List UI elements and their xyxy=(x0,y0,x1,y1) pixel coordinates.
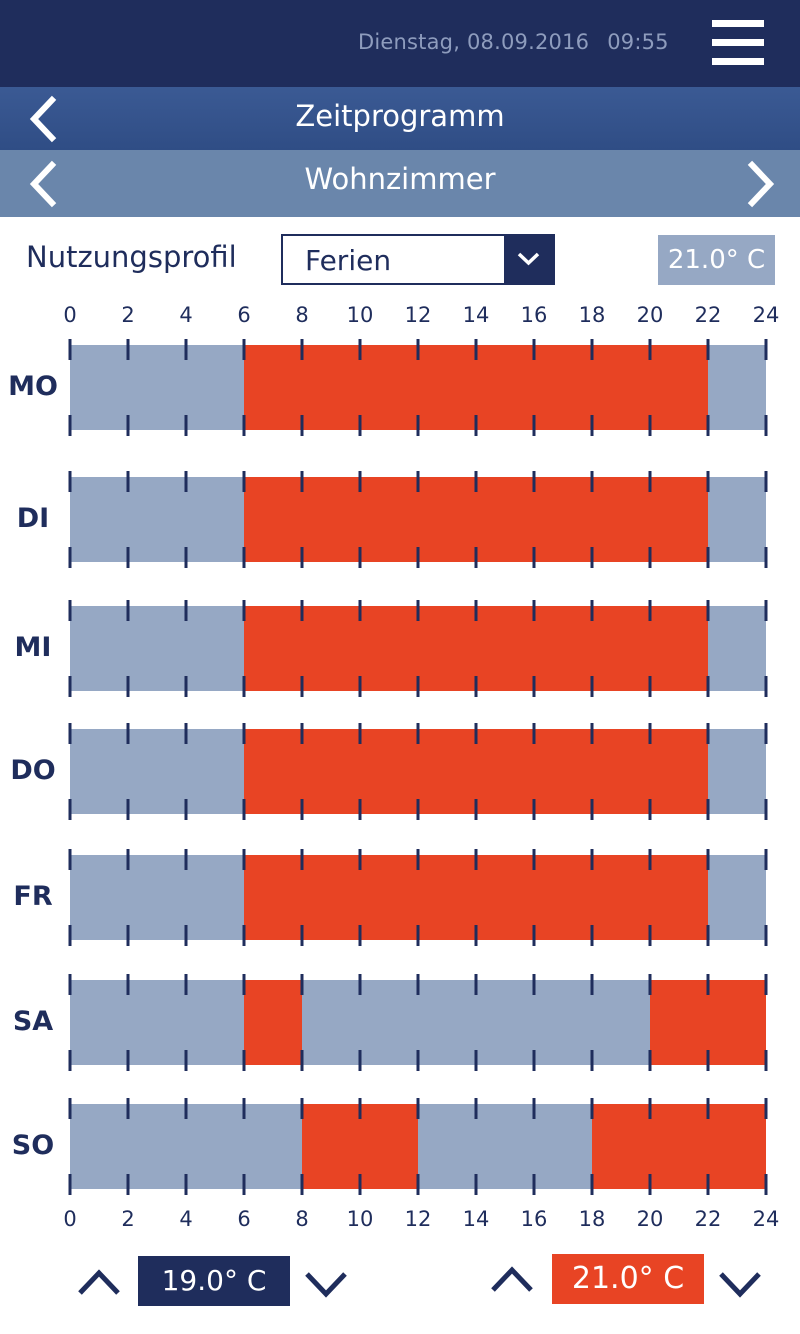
bottom-hour-label: 20 xyxy=(636,1207,664,1231)
top-hour-label: 6 xyxy=(237,303,251,327)
day-label-do: DO xyxy=(10,754,56,786)
top-hour-label: 24 xyxy=(752,303,780,327)
comfort-temp-down-chevron-down-icon[interactable] xyxy=(717,1270,763,1300)
current-temp-badge: 21.0° C xyxy=(658,235,775,285)
day-label-mi: MI xyxy=(14,631,52,663)
bottom-hour-label: 18 xyxy=(578,1207,606,1231)
title-bar: Zeitprogramm xyxy=(0,87,800,150)
top-hour-label: 18 xyxy=(578,303,606,327)
day-label-fr: FR xyxy=(13,880,53,912)
hamburger-icon[interactable] xyxy=(708,20,768,66)
bottom-hour-label: 4 xyxy=(179,1207,193,1231)
time-text: 09:55 xyxy=(607,30,669,54)
bottom-hour-label: 14 xyxy=(462,1207,490,1231)
profile-dropdown[interactable]: Ferien xyxy=(281,234,555,285)
top-hour-label: 20 xyxy=(636,303,664,327)
next-room-chevron-right-icon[interactable] xyxy=(738,159,782,209)
comfort-segment[interactable] xyxy=(592,1104,766,1189)
date-text: Dienstag, 08.09.2016 xyxy=(358,30,590,54)
bottom-hour-label: 2 xyxy=(121,1207,135,1231)
bottom-hour-label: 22 xyxy=(694,1207,722,1231)
date-time: Dienstag, 08.09.2016 09:55 xyxy=(358,30,669,54)
room-name: Wohnzimmer xyxy=(304,162,496,196)
day-label-sa: SA xyxy=(12,1005,54,1037)
page-title: Zeitprogramm xyxy=(295,99,505,133)
profile-selected: Ferien xyxy=(305,244,392,277)
eco-temp-up-chevron-up-icon[interactable] xyxy=(76,1267,122,1297)
prev-room-chevron-left-icon[interactable] xyxy=(22,159,66,209)
top-hour-label: 0 xyxy=(63,303,77,327)
day-label-so: SO xyxy=(11,1129,55,1161)
bottom-hour-label: 10 xyxy=(346,1207,374,1231)
top-hour-label: 8 xyxy=(295,303,309,327)
comfort-temp-value[interactable]: 21.0° C xyxy=(552,1254,704,1304)
top-hour-label: 16 xyxy=(520,303,548,327)
top-hour-label: 12 xyxy=(404,303,432,327)
chevron-down-icon[interactable] xyxy=(504,236,553,283)
comfort-temp-up-chevron-up-icon[interactable] xyxy=(489,1264,535,1294)
bottom-hour-label: 16 xyxy=(520,1207,548,1231)
top-hour-label: 14 xyxy=(462,303,490,327)
day-label-di: DI xyxy=(16,502,50,534)
back-chevron-left-icon[interactable] xyxy=(22,94,66,144)
bottom-hour-label: 24 xyxy=(752,1207,780,1231)
profile-label: Nutzungsprofil xyxy=(26,240,237,274)
top-hour-label: 4 xyxy=(179,303,193,327)
status-bar: Dienstag, 08.09.2016 09:55 xyxy=(0,0,800,87)
top-hour-label: 22 xyxy=(694,303,722,327)
bottom-hour-label: 6 xyxy=(237,1207,251,1231)
top-hour-label: 2 xyxy=(121,303,135,327)
eco-temp-down-chevron-down-icon[interactable] xyxy=(303,1270,349,1300)
day-label-mo: MO xyxy=(8,370,58,402)
room-selector: Wohnzimmer xyxy=(0,150,800,217)
comfort-segment[interactable] xyxy=(244,980,302,1065)
top-hour-label: 10 xyxy=(346,303,374,327)
bottom-hour-label: 0 xyxy=(63,1207,77,1231)
bottom-hour-label: 12 xyxy=(404,1207,432,1231)
eco-temp-value[interactable]: 19.0° C xyxy=(138,1256,290,1306)
bottom-hour-label: 8 xyxy=(295,1207,309,1231)
